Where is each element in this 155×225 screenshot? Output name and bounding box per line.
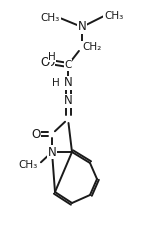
Text: CH₃: CH₃ (41, 13, 60, 23)
Text: O: O (41, 56, 50, 68)
Text: H: H (52, 78, 60, 88)
Text: N: N (78, 20, 86, 34)
Text: N: N (64, 94, 72, 108)
Text: O: O (31, 128, 41, 140)
Text: N: N (48, 146, 56, 158)
Text: O: O (45, 56, 55, 68)
Text: CH₂: CH₂ (82, 42, 101, 52)
Text: CH₃: CH₃ (104, 11, 123, 21)
Text: N: N (64, 76, 72, 90)
Text: CH₃: CH₃ (19, 160, 38, 170)
Text: H: H (48, 52, 56, 62)
Text: C: C (64, 60, 72, 70)
